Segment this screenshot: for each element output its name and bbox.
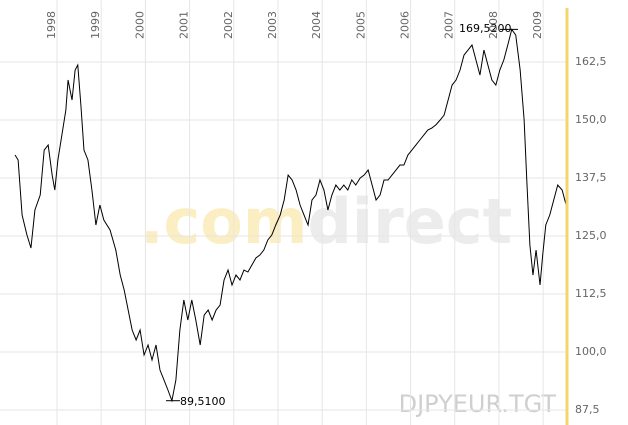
grid [0, 0, 567, 425]
min-annotation: 89,5100 [180, 395, 226, 408]
x-tick-label: 2001 [178, 11, 191, 39]
watermark-suffix: direct [308, 185, 513, 258]
plot [14, 28, 567, 403]
y-tick-label: 125,0 [575, 229, 607, 242]
symbol: DJPYEUR.TGT [399, 390, 557, 418]
x-tick-label: 2002 [222, 11, 235, 39]
x-tick-label: 2007 [443, 11, 456, 39]
watermark: .comdirect [140, 185, 512, 258]
x-tick-label: 2005 [354, 11, 367, 39]
max-annotation: 169,5200 [459, 22, 512, 35]
x-tick-label: 2008 [487, 11, 500, 39]
x-tick-label: 2000 [133, 11, 146, 39]
x-tick-label: 2009 [531, 11, 544, 39]
y-tick-label: 112,5 [575, 287, 607, 300]
y-tick-label: 87,5 [575, 403, 600, 416]
x-tick-label: 2006 [399, 11, 412, 39]
y-tick-label: 100,0 [575, 345, 607, 358]
x-tick-label: 1998 [45, 11, 58, 39]
y-tick-label: 162,5 [575, 55, 607, 68]
y-tick-label: 150,0 [575, 113, 607, 126]
x-tick-label: 1999 [89, 11, 102, 39]
x-tick-label: 2004 [310, 11, 323, 39]
y-tick-label: 137,5 [575, 171, 607, 184]
watermark-prefix: .com [140, 185, 308, 258]
x-tick-label: 2003 [266, 11, 279, 39]
price-line [14, 28, 567, 403]
